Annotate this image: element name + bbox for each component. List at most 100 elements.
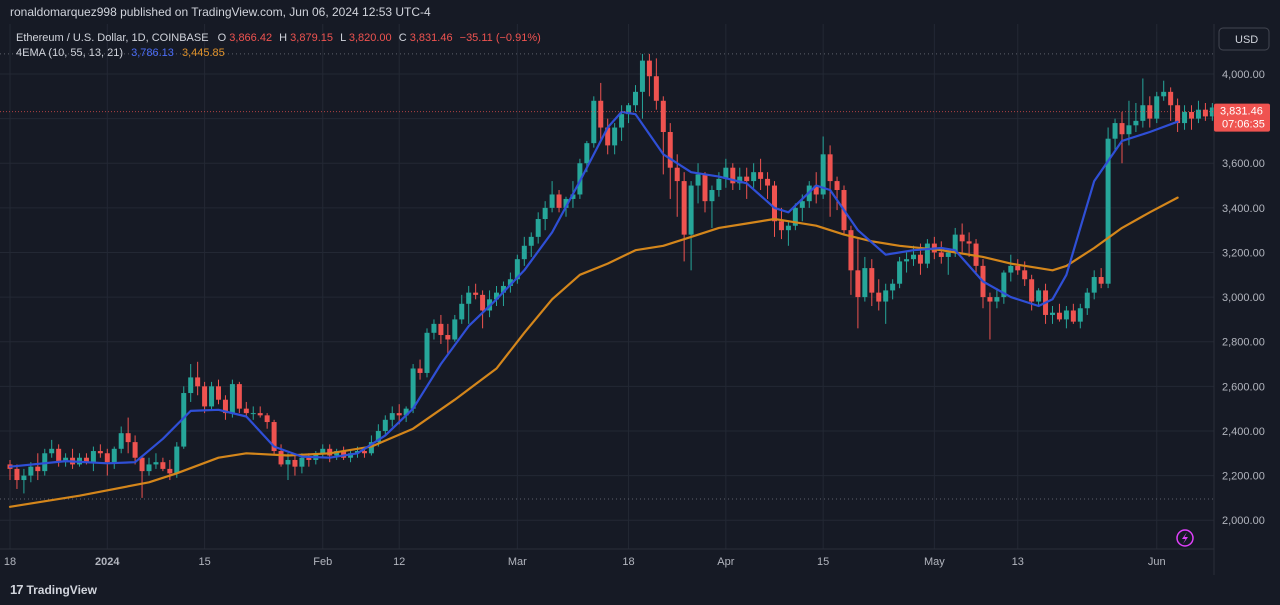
legend-open-value: 3,866.42	[229, 32, 272, 44]
candle-up	[890, 283, 896, 291]
candle-up	[737, 176, 743, 184]
candle-down	[341, 451, 347, 458]
candle-down	[813, 185, 819, 195]
legend-symbol: Ethereum / U.S. Dollar, 1D, COINBASE	[16, 32, 209, 44]
candle-up	[945, 252, 951, 257]
candle-down	[938, 252, 944, 257]
legend-close-value: 3,831.46	[410, 32, 453, 44]
candle-down	[417, 368, 423, 373]
last-price-value: 3,831.46	[1220, 106, 1263, 118]
candle-up	[695, 174, 701, 186]
candle-down	[306, 457, 312, 460]
candle-up	[1001, 272, 1007, 298]
candle-up	[1140, 105, 1146, 121]
candle-up	[911, 254, 916, 260]
candle-up	[1063, 310, 1069, 320]
candle-down	[271, 422, 277, 452]
candle-up	[431, 323, 437, 333]
candle-up	[118, 433, 124, 449]
candle-up	[146, 464, 152, 472]
time-tick-label: 15	[198, 556, 210, 568]
candle-up	[188, 377, 194, 394]
candle-up	[528, 236, 534, 246]
candle-up	[49, 448, 55, 454]
candle-up	[500, 285, 506, 293]
candle-up	[639, 60, 645, 92]
candle-up	[21, 475, 27, 481]
candle-up	[1105, 138, 1111, 284]
candle-up	[209, 386, 215, 407]
candle-up	[792, 207, 798, 226]
candle-down	[876, 292, 882, 302]
candle-down	[236, 384, 242, 409]
candle-down	[56, 448, 62, 463]
candle-down	[222, 399, 228, 414]
candle-up	[1036, 290, 1042, 302]
candle-up	[1195, 109, 1201, 119]
candle-down	[1168, 91, 1174, 106]
candle-up	[633, 91, 638, 106]
price-tick-label: 3,600.00	[1222, 158, 1265, 170]
candle-down	[445, 335, 451, 340]
candle-up	[542, 207, 548, 220]
candle-down	[1202, 109, 1208, 117]
candle-up	[1182, 111, 1188, 124]
candle-down	[702, 174, 708, 202]
candle-down	[139, 457, 145, 472]
legend-high-label: H	[279, 32, 287, 44]
ema-fast-line	[8, 110, 1179, 468]
price-tick-label: 2,800.00	[1222, 337, 1265, 349]
candle-down	[473, 292, 479, 295]
candle-up	[494, 292, 499, 300]
candle-down	[605, 127, 611, 146]
candle-down	[327, 448, 333, 456]
candle-down	[556, 194, 562, 208]
candle-down	[778, 221, 784, 231]
publisher-text: ronaldomarquez998 published on TradingVi…	[10, 5, 431, 19]
candle-down	[1119, 123, 1125, 135]
candle-down	[104, 453, 110, 463]
candle-up	[626, 105, 632, 115]
legend-ema-slow: 3,445.85	[182, 47, 225, 59]
time-tick-label: 15	[817, 556, 829, 568]
candle-down	[480, 294, 486, 311]
candle-down	[202, 386, 208, 407]
candle-down	[125, 433, 131, 443]
candle-down	[292, 459, 298, 467]
candle-down	[681, 181, 687, 235]
publisher-bar: ronaldomarquez998 published on TradingVi…	[0, 0, 1280, 24]
candle-down	[730, 167, 736, 184]
candle-up	[507, 279, 513, 286]
currency-button[interactable]: USD	[1218, 27, 1270, 51]
chart-canvas[interactable]: 2,000.00 2,200.00 2,400.00 2,600.00 2,800.00…	[0, 24, 1280, 575]
candle-up	[521, 245, 527, 260]
tradingview-logo[interactable]: 17 TradingView	[10, 582, 97, 597]
candle-up	[181, 393, 187, 447]
candle-up	[229, 384, 235, 414]
candle-down	[438, 323, 444, 336]
candle-up	[924, 243, 930, 264]
candle-down	[848, 230, 854, 271]
time-tick-label: Jun	[1148, 556, 1166, 568]
candle-up	[410, 368, 416, 409]
candle-up	[862, 268, 868, 298]
candle-up	[1077, 308, 1083, 322]
candle-down	[987, 297, 993, 302]
candle-up	[250, 413, 256, 415]
candle-down	[598, 100, 604, 128]
price-chart[interactable]: 2,000.00 2,200.00 2,400.00 2,600.00 2,800.00…	[0, 24, 1280, 575]
candle-countdown: 07:06:35	[1222, 119, 1265, 131]
candle-down	[1056, 312, 1062, 320]
candle-down	[257, 413, 263, 416]
candle-up	[403, 408, 409, 416]
legend-low-value: 3,820.00	[349, 32, 392, 44]
candle-down	[1175, 105, 1181, 124]
time-tick-label: 2024	[95, 556, 120, 568]
candle-up	[1112, 123, 1118, 139]
lightning-icon[interactable]	[1176, 529, 1194, 547]
price-tick-label: 2,200.00	[1222, 471, 1265, 483]
tradingview-brand: TradingView	[26, 582, 97, 597]
time-tick-label: 13	[1012, 556, 1024, 568]
candle-up	[320, 448, 326, 454]
candle-down	[1022, 270, 1028, 280]
